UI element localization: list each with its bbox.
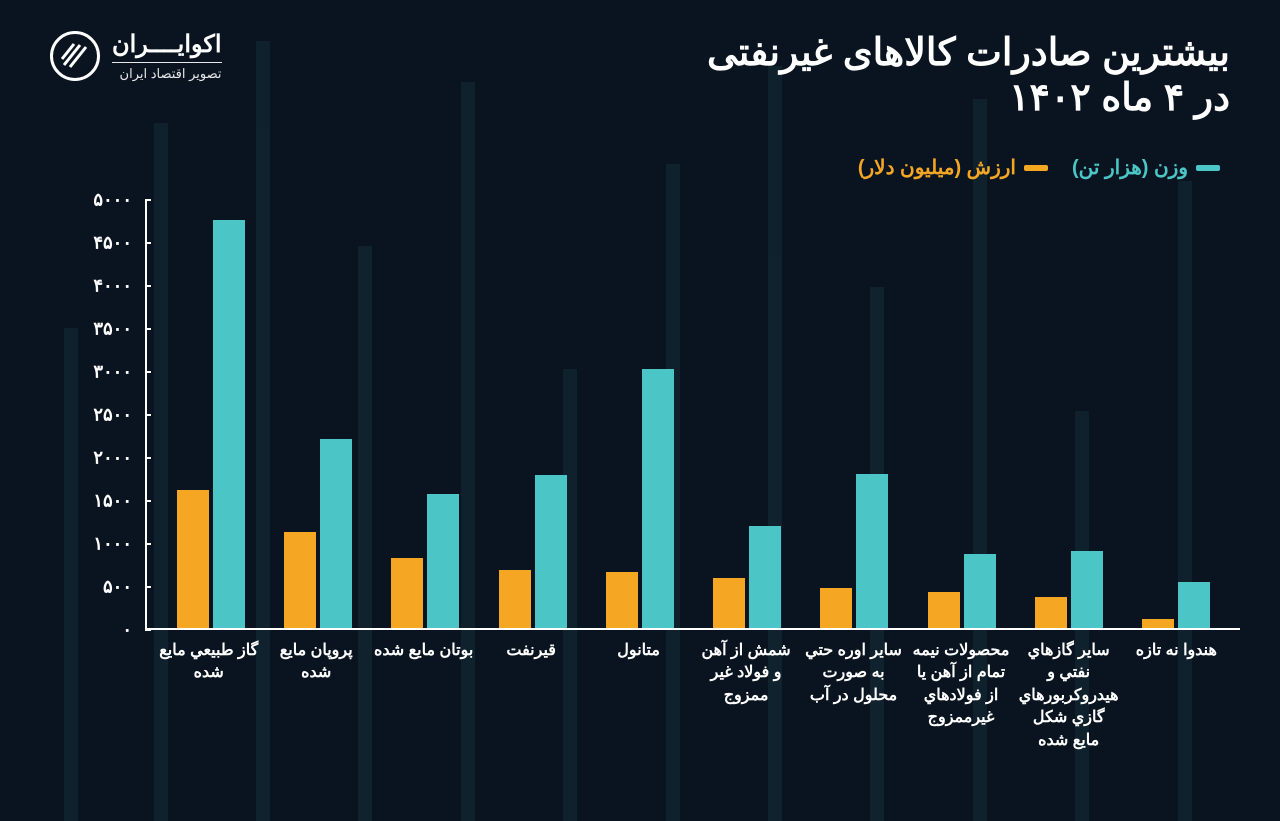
- title-block: بیشترین صادرات کالاهای غیرنفتی در ۴ ماه …: [707, 30, 1230, 120]
- x-label: محصولات نيمه تمام از آهن يا از فولادهاي …: [907, 640, 1014, 752]
- x-label: ساير گازهاي نفتي و هيدروكربورهاي گازي شك…: [1015, 640, 1123, 752]
- bar-group: [693, 200, 800, 628]
- y-tick-label: ۵۰۰۰: [93, 190, 132, 211]
- y-tick-label: ۲۵۰۰: [93, 405, 132, 426]
- x-label: پروپان مايع شده: [262, 640, 369, 752]
- bar-value: [606, 572, 638, 628]
- y-tick-label: ۱۰۰۰: [93, 534, 132, 555]
- bar-value: [1142, 619, 1174, 628]
- logo-icon: [50, 31, 100, 81]
- x-label: شمش از آهن و فولاد غير ممزوج: [692, 640, 799, 752]
- bar-group: [586, 200, 693, 628]
- bar-group: [372, 200, 479, 628]
- legend-value-swatch: [1024, 165, 1048, 171]
- logo-main: اکوایــــران: [112, 30, 222, 59]
- y-axis-ticks: ۰۵۰۰۱۰۰۰۱۵۰۰۲۰۰۰۲۵۰۰۳۰۰۰۳۵۰۰۴۰۰۰۴۵۰۰۵۰۰۰: [90, 200, 140, 630]
- y-tick-label: ۳۰۰۰: [93, 362, 132, 383]
- x-label: ساير اوره حتي به صورت محلول در آب: [800, 640, 907, 752]
- bar-value: [1035, 597, 1067, 628]
- legend-weight: وزن (هزار تن): [1072, 155, 1220, 180]
- bar-group: [908, 200, 1015, 628]
- legend-value-label: ارزش (میلیون دلار): [858, 155, 1016, 180]
- legend-weight-label: وزن (هزار تن): [1072, 155, 1188, 180]
- bar-value: [177, 490, 209, 628]
- x-label: گاز طبيعي مايع شده: [155, 640, 262, 752]
- header: بیشترین صادرات کالاهای غیرنفتی در ۴ ماه …: [50, 30, 1230, 120]
- bar-weight: [535, 475, 567, 628]
- bar-group: [264, 200, 371, 628]
- y-tick-label: ۳۵۰۰: [93, 319, 132, 340]
- legend-value: ارزش (میلیون دلار): [858, 155, 1048, 180]
- bar-value: [499, 570, 531, 628]
- y-tick-label: ۰: [122, 620, 132, 641]
- legend-weight-swatch: [1196, 165, 1220, 171]
- y-tick-label: ۱۵۰۰: [93, 491, 132, 512]
- bar-value: [713, 578, 745, 628]
- x-axis-labels: گاز طبيعي مايع شدهپروپان مايع شدهبوتان م…: [145, 640, 1240, 752]
- bar-weight: [749, 526, 781, 628]
- logo-sub: تصویر اقتصاد ایران: [112, 62, 222, 82]
- y-tick-label: ۲۰۰۰: [93, 448, 132, 469]
- bar-value: [284, 532, 316, 628]
- y-tick-label: ۴۰۰۰: [93, 276, 132, 297]
- bar-group: [1015, 200, 1122, 628]
- bar-weight: [427, 494, 459, 628]
- bar-weight: [642, 369, 674, 628]
- chart: ۰۵۰۰۱۰۰۰۱۵۰۰۲۰۰۰۲۵۰۰۳۰۰۰۳۵۰۰۴۰۰۰۴۵۰۰۵۰۰۰…: [90, 200, 1240, 781]
- bar-weight: [320, 439, 352, 628]
- bar-weight: [1071, 551, 1103, 628]
- y-tick-label: ۵۰۰: [103, 577, 132, 598]
- x-label: هندوا نه تازه: [1123, 640, 1230, 752]
- bar-value: [928, 592, 960, 628]
- y-tick-label: ۴۵۰۰: [93, 233, 132, 254]
- x-label: متانول: [585, 640, 692, 752]
- logo: اکوایــــران تصویر اقتصاد ایران: [50, 30, 222, 82]
- legend: وزن (هزار تن) ارزش (میلیون دلار): [858, 155, 1220, 180]
- bar-value: [391, 558, 423, 628]
- bars-area: [147, 200, 1240, 628]
- bar-group: [1123, 200, 1230, 628]
- x-label: قيرنفت: [477, 640, 584, 752]
- title-line-2: در ۴ ماه ۱۴۰۲: [707, 75, 1230, 120]
- bar-group: [801, 200, 908, 628]
- bar-value: [820, 588, 852, 628]
- bar-weight: [213, 220, 245, 629]
- plot-area: [145, 200, 1240, 630]
- bar-group: [479, 200, 586, 628]
- x-label: بوتان مايع شده: [370, 640, 477, 752]
- bar-weight: [964, 554, 996, 628]
- bar-weight: [1178, 582, 1210, 628]
- bar-group: [157, 200, 264, 628]
- title-line-1: بیشترین صادرات کالاهای غیرنفتی: [707, 30, 1230, 75]
- bar-weight: [856, 474, 888, 628]
